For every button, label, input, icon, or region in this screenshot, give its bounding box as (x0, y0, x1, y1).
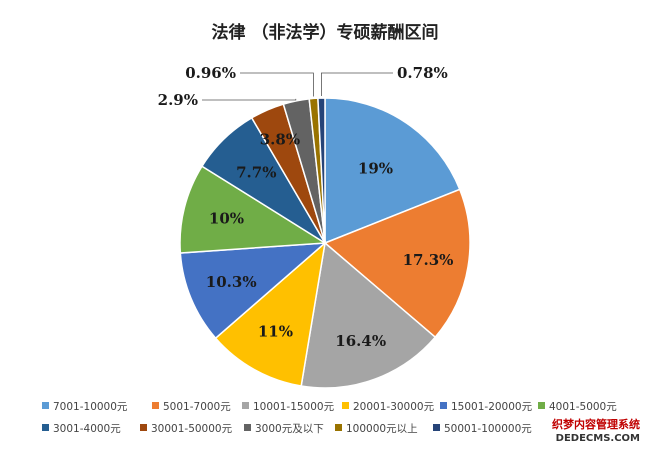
legend-swatch-11 (433, 424, 440, 431)
legend-swatch-9 (244, 424, 251, 431)
leader-line-11 (320, 72, 393, 96)
legend-label-5: 15001-20000元 (451, 401, 533, 413)
legend-label-1: 7001-10000元 (53, 401, 128, 413)
legend-swatch-7 (42, 424, 49, 431)
legend-swatch-1 (42, 402, 49, 409)
pie-slice-1 (324, 97, 461, 245)
slice-label-4: 11% (258, 323, 293, 341)
legend-label-2: 5001-7000元 (163, 401, 231, 413)
slice-label-10: 0.96% (185, 64, 236, 82)
slice-label-6: 10% (209, 209, 244, 227)
legend-label-6: 4001-5000元 (549, 401, 617, 413)
chart-title: 法律 （非法学）专硕薪酬区间 (212, 22, 439, 43)
slice-label-3: 16.4% (335, 332, 386, 350)
watermark-line1: 织梦内容管理系统 (552, 417, 640, 431)
legend-label-9: 3000元及以下 (255, 423, 324, 435)
legend-swatch-10 (335, 424, 342, 431)
watermark-line2: DEDECMS.COM (556, 433, 640, 444)
slice-label-9: 2.9% (158, 91, 198, 109)
slice-label-11: 0.78% (397, 64, 448, 82)
pie-slice-4 (214, 241, 327, 387)
pie-labels: 19% 17.3% 16.4% 11% 10.3% 10% 7.7% 3.8% 2.9% 0.96… (158, 64, 454, 350)
slice-label-7: 7.7% (236, 163, 276, 181)
watermark: 织梦内容管理系统 DEDECMS.COM (552, 417, 640, 444)
legend-swatch-3 (242, 402, 249, 409)
pie-slice-5 (179, 242, 328, 340)
pie-slice-6 (179, 165, 328, 254)
legend-label-10: 100000元以上 (346, 423, 418, 435)
slice-label-2: 17.3% (403, 251, 454, 269)
pie-slices (179, 97, 471, 389)
legend-label-8: 30001-50000元 (151, 423, 233, 435)
legend-label-4: 20001-30000元 (353, 401, 435, 413)
legend: 7001-10000元 5001-7000元 10001-15000元 20001-3… (42, 401, 617, 435)
leader-line-10 (240, 72, 314, 97)
pie-slice-11 (317, 97, 326, 244)
legend-swatch-6 (538, 402, 545, 409)
legend-swatch-4 (342, 402, 349, 409)
pie-slice-3 (300, 241, 437, 389)
slice-label-8: 3.8% (260, 130, 300, 148)
slice-label-5: 10.3% (206, 273, 257, 291)
legend-swatch-8 (140, 424, 147, 431)
legend-swatch-5 (440, 402, 447, 409)
legend-swatch-2 (152, 402, 159, 409)
legend-label-7: 3001-4000元 (53, 423, 121, 435)
legend-label-3: 10001-15000元 (253, 401, 335, 413)
slice-label-1: 19% (358, 160, 393, 178)
pie-slice-2 (323, 188, 471, 339)
legend-label-11: 50001-100000元 (444, 423, 532, 435)
leader-line-9 (202, 98, 297, 101)
